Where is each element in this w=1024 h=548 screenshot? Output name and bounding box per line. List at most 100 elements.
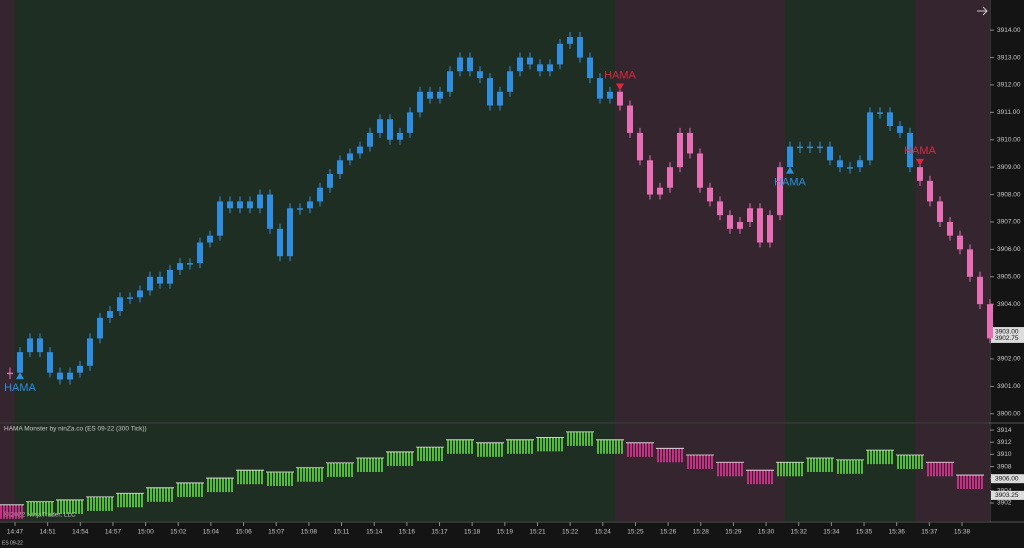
- x-tick-label: 15:07: [268, 529, 285, 536]
- signal-label: HAMA: [774, 177, 806, 189]
- candle: [887, 112, 893, 127]
- candle: [907, 132, 913, 168]
- candle: [717, 201, 723, 216]
- trend-zone: [0, 0, 15, 422]
- candle: [577, 36, 583, 58]
- x-tick-label: 15:21: [529, 529, 546, 536]
- y-tick-label: 3907.00: [997, 219, 1021, 226]
- candle: [477, 71, 483, 79]
- candle: [627, 105, 633, 133]
- candle: [727, 215, 733, 229]
- scroll-arrow[interactable]: [977, 6, 988, 16]
- indicator-label: HAMA Monster by ninZa.co (ES 09-22 (300 …: [4, 426, 147, 433]
- x-tick-label: 14:57: [105, 529, 122, 536]
- candle: [667, 167, 673, 188]
- trend-background: [0, 0, 990, 521]
- x-tick-label: 15:34: [823, 529, 840, 536]
- y-tick-label: 3902.00: [997, 356, 1021, 363]
- candle: [247, 201, 253, 209]
- candle: [397, 132, 403, 140]
- x-tick-label: 15:18: [464, 529, 481, 536]
- x-tick-label: 15:08: [301, 529, 318, 536]
- y-tick-label: 3908: [997, 463, 1012, 470]
- candle: [437, 91, 443, 99]
- candle: [937, 201, 943, 222]
- candle: [297, 208, 303, 210]
- candle: [187, 263, 193, 265]
- candle: [7, 372, 13, 375]
- candle: [277, 228, 283, 257]
- candle: [267, 194, 273, 229]
- candle: [357, 146, 363, 154]
- x-tick-label: 15:19: [497, 529, 514, 536]
- candle: [97, 317, 103, 339]
- candle: [767, 215, 773, 243]
- y-tick-label: 3911.00: [997, 109, 1020, 116]
- candle: [747, 208, 753, 222]
- signal-arrow: [916, 158, 924, 166]
- price-marker-label: 3902.75: [995, 335, 1019, 342]
- candle: [177, 263, 183, 270]
- candle: [407, 112, 413, 133]
- candle: [617, 91, 623, 106]
- candle: [917, 167, 923, 181]
- candle: [677, 132, 683, 168]
- y-tick-label: 3909.00: [997, 164, 1021, 171]
- candle: [327, 174, 333, 188]
- y-tick-label: 3914.00: [997, 27, 1021, 34]
- candle: [207, 235, 213, 243]
- y-tick-label: 3902: [997, 500, 1012, 507]
- y-tick-label: 3912.00: [997, 82, 1021, 89]
- candle: [77, 365, 83, 373]
- price-marker-label: 3903.00: [995, 328, 1019, 335]
- y-tick-label: 3901.00: [997, 383, 1021, 390]
- candle: [537, 64, 543, 72]
- candle: [37, 338, 43, 353]
- candle: [587, 57, 593, 79]
- candle: [87, 338, 93, 366]
- y-tick-label: 3906.00: [997, 246, 1021, 253]
- candle: [157, 276, 163, 284]
- trend-zone: [15, 0, 615, 422]
- candle: [967, 249, 973, 277]
- x-tick-label: 14:47: [7, 529, 24, 536]
- candle: [977, 276, 983, 305]
- candle: [757, 208, 763, 243]
- candle: [137, 290, 143, 298]
- x-tick-label: 15:04: [203, 529, 220, 536]
- candle: [57, 372, 63, 380]
- candle: [307, 201, 313, 209]
- x-tick-label: 15:06: [235, 529, 252, 536]
- candle: [347, 153, 353, 161]
- x-tick-label: 15:35: [856, 529, 873, 536]
- candle: [657, 187, 663, 195]
- signal-label: HAMA: [904, 145, 936, 157]
- x-tick-label: 15:14: [366, 529, 383, 536]
- x-tick-label: 15:37: [921, 529, 938, 536]
- candle: [67, 372, 73, 380]
- signal-label: HAMA: [604, 69, 636, 81]
- candle: [697, 153, 703, 188]
- candle: [487, 78, 493, 106]
- candle: [317, 187, 323, 202]
- x-tick-label: 15:22: [562, 529, 579, 536]
- x-tick-label: 15:24: [595, 529, 612, 536]
- price-marker: [991, 327, 1024, 337]
- x-tick-label: 15:36: [889, 529, 906, 536]
- candle: [547, 64, 553, 72]
- x-tick-label: 15:29: [725, 529, 742, 536]
- candle: [567, 36, 573, 44]
- x-tick-label: 15:02: [170, 529, 187, 536]
- x-tick-label: 15:38: [954, 529, 971, 536]
- price-marker: [991, 490, 1024, 500]
- candle: [987, 304, 993, 339]
- x-tick-label: 15:25: [627, 529, 644, 536]
- price-marker-label: 3903.25: [995, 492, 1019, 499]
- candle: [777, 167, 783, 216]
- candle: [47, 352, 53, 373]
- candle: [797, 146, 803, 149]
- candle: [367, 132, 373, 147]
- trend-zone: [0, 424, 15, 521]
- x-tick-label: 15:11: [334, 529, 350, 536]
- candle: [517, 57, 523, 72]
